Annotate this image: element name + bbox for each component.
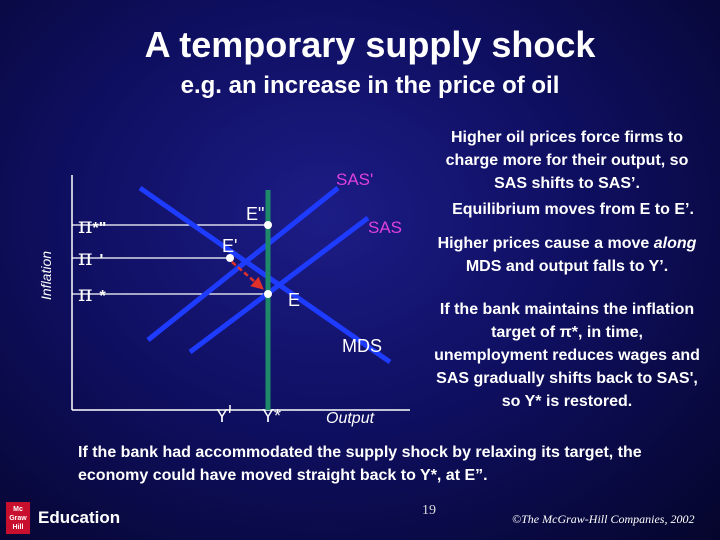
slide-title: A temporary supply shock (144, 24, 596, 65)
explanation-4-post: , in time, unemployment reduces wages an… (434, 324, 700, 410)
y-axis-label: Inflation (38, 250, 54, 300)
logo-line-2: Graw (9, 514, 27, 522)
page-number: 19 (422, 503, 436, 518)
explanation-3: Higher prices cause a move along MDS and… (432, 232, 702, 278)
logo-line-1: Mc (13, 505, 23, 513)
point-e-double (264, 221, 272, 229)
pi-symbol: π (78, 214, 93, 239)
explanation-3-pre: Higher prices cause a move (437, 235, 654, 252)
explanation-4-symbol: π* (559, 324, 579, 341)
mds-curve (138, 185, 392, 365)
mcgraw-hill-logo: Mc Graw Hill Education (6, 502, 120, 534)
x-axis-label: Output (326, 410, 375, 427)
shock-arrow (231, 261, 264, 290)
explanation-3-post: MDS and output falls to Y’. (465, 258, 669, 275)
mds-label: MDS (342, 336, 382, 356)
y-star-label: Y* (262, 406, 282, 426)
pi-double-suffix: *" (92, 220, 107, 237)
sas-prime-label: SAS' (336, 170, 374, 189)
explanation-4-pre: If the bank maintains the inflation targ… (439, 301, 695, 341)
sas-label: SAS (368, 218, 403, 237)
pi-symbol: π (78, 282, 93, 307)
pi-prime-label: π ' (78, 246, 103, 271)
explanation-3-italic: along (653, 235, 697, 252)
pi-symbol: π (78, 246, 93, 271)
e-prime-label: E' (222, 236, 238, 256)
explanation-4: If the bank maintains the inflation targ… (432, 298, 702, 413)
logo-mark: Mc Graw Hill (6, 502, 30, 534)
copyright: ©The McGraw-Hill Companies, 2002 (512, 512, 695, 526)
logo-line-3: Hill (12, 523, 24, 531)
logo-text: Education (38, 508, 121, 527)
e-label: E (288, 290, 301, 310)
explanation-2: Equilibrium moves from E to E’. (452, 201, 694, 218)
slide-subtitle: e.g. an increase in the price of oil (180, 72, 560, 99)
pi-prime-suffix: ' (99, 252, 104, 269)
sas-prime-curve (146, 186, 340, 342)
y-prime-label: Y' (216, 406, 232, 426)
pi-star-suffix: * (99, 288, 106, 305)
pi-star-label: π * (78, 282, 106, 307)
e-double-label: E" (246, 204, 265, 224)
explanation-1: Higher oil prices force firms to charge … (445, 129, 689, 192)
pi-double-label: π*" (78, 214, 106, 239)
point-e-prime (226, 254, 234, 262)
bottom-note: If the bank had accommodated the supply … (78, 444, 642, 484)
point-e (264, 290, 272, 298)
